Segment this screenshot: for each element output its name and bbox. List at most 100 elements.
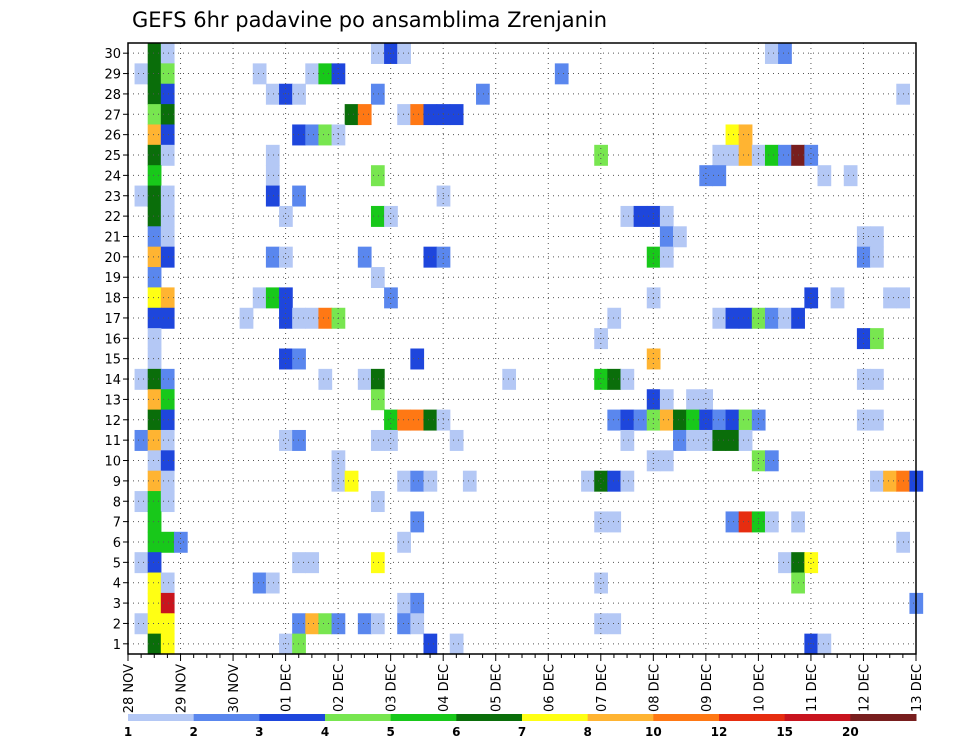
heatmap-cell — [673, 409, 687, 431]
heatmap-cell — [147, 63, 162, 85]
heatmap-cell — [252, 287, 267, 309]
heatmap-cell — [279, 633, 293, 655]
x-tick-label: 11 DEC — [805, 664, 820, 712]
x-tick-label: 07 DEC — [595, 664, 610, 712]
heatmap-cell — [410, 470, 425, 492]
heatmap-cell — [410, 511, 425, 533]
heatmap-cell — [423, 470, 438, 492]
colorbar-swatch — [325, 714, 392, 721]
chart-title: GEFS 6hr padavine po ansamblima Zrenjani… — [132, 8, 607, 32]
heatmap-cell — [738, 124, 753, 146]
heatmap-cell — [160, 246, 175, 268]
y-tick-label: 12 — [104, 414, 121, 429]
heatmap-cell — [384, 287, 398, 309]
x-tick-label: 09 DEC — [700, 664, 715, 712]
colorbar-swatch — [193, 714, 260, 721]
heatmap-cell — [423, 246, 438, 268]
heatmap-cell — [147, 470, 162, 492]
y-tick-label: 26 — [104, 129, 121, 144]
y-tick-label: 6 — [113, 536, 121, 551]
heatmap-cell — [305, 552, 320, 574]
heatmap-cell — [397, 104, 411, 126]
y-tick-label: 4 — [113, 577, 121, 592]
heatmap-cell — [147, 389, 162, 411]
heatmap-cell — [778, 144, 792, 166]
heatmap-cell — [778, 552, 792, 574]
heatmap-cell — [554, 63, 569, 85]
x-tick-label: 29 NOV — [175, 664, 190, 713]
heatmap-cell — [410, 409, 425, 431]
colorbar-label: 10 — [645, 725, 662, 739]
heatmap-cell — [147, 511, 162, 533]
heatmap-cell — [134, 63, 149, 85]
y-axis-ticks: 1234567891011121314151617181920212223242… — [104, 47, 128, 653]
heatmap-cell — [160, 389, 175, 411]
colorbar-swatch — [653, 714, 720, 721]
heatmap-cell — [778, 307, 792, 329]
x-tick-label: 30 NOV — [227, 664, 242, 713]
heatmap-cell — [712, 144, 727, 166]
y-tick-label: 24 — [104, 169, 121, 184]
heatmap-cell — [292, 83, 306, 105]
colorbar-swatch — [719, 714, 786, 721]
heatmap-cell — [265, 165, 280, 187]
x-tick-label: 08 DEC — [647, 664, 662, 712]
heatmap-cell — [160, 43, 175, 64]
colorbar-label: 12 — [711, 725, 728, 739]
y-tick-label: 13 — [104, 393, 121, 408]
heatmap-cell — [764, 511, 779, 533]
heatmap-cell — [160, 450, 175, 472]
heatmap-cell — [318, 124, 333, 146]
heatmap-cell — [738, 429, 753, 451]
heatmap-cell — [239, 307, 254, 329]
heatmap-cell — [423, 104, 438, 126]
heatmap-cell — [265, 287, 280, 309]
y-tick-label: 25 — [104, 149, 121, 164]
colorbar-label: 15 — [776, 725, 793, 739]
x-tick-label: 04 DEC — [437, 664, 452, 712]
colorbar-label: 2 — [189, 725, 197, 739]
heatmap-cell — [147, 450, 162, 472]
x-tick-label: 03 DEC — [385, 664, 400, 712]
heatmap-cell — [370, 205, 385, 227]
heatmap-cell — [817, 633, 832, 655]
heatmap-cell — [292, 552, 306, 574]
heatmap-cell — [265, 185, 280, 207]
heatmap-cell — [370, 83, 385, 105]
heatmap-cell — [620, 205, 635, 227]
heatmap-cell — [594, 470, 608, 492]
colorbar-swatch — [456, 714, 523, 721]
heatmap-cell — [134, 429, 149, 451]
heatmap-cell — [160, 124, 175, 146]
heatmap-cell — [160, 307, 175, 329]
heatmap-cell — [147, 531, 162, 553]
heatmap-cell — [279, 83, 293, 105]
heatmap-cell — [397, 409, 411, 431]
heatmap-cell — [279, 205, 293, 227]
heatmap-cell — [804, 287, 819, 309]
heatmap-cell — [423, 409, 438, 431]
heatmap-cell — [147, 613, 162, 635]
heatmap-cell — [725, 409, 740, 431]
heatmap-cell — [265, 83, 280, 105]
colorbar-label: 4 — [321, 725, 329, 739]
heatmap-cell — [265, 144, 280, 166]
heatmap-cell — [620, 429, 635, 451]
x-tick-label: 01 DEC — [280, 664, 295, 712]
heatmap-cell — [659, 246, 674, 268]
heatmap-cell — [462, 470, 477, 492]
heatmap-cell — [725, 307, 740, 329]
heatmap-cell — [370, 389, 385, 411]
heatmap-cell — [738, 409, 753, 431]
heatmap-cell — [160, 409, 175, 431]
y-tick-label: 9 — [113, 475, 121, 490]
heatmap-cell — [502, 368, 517, 390]
heatmap-cell — [134, 368, 149, 390]
heatmap-cell — [370, 552, 385, 574]
heatmap-cell — [594, 144, 608, 166]
y-tick-label: 1 — [113, 638, 121, 653]
heatmap-cell — [804, 552, 819, 574]
heatmap-cell — [357, 104, 372, 126]
heatmap-cell — [160, 205, 175, 227]
heatmap-cell — [370, 368, 385, 390]
